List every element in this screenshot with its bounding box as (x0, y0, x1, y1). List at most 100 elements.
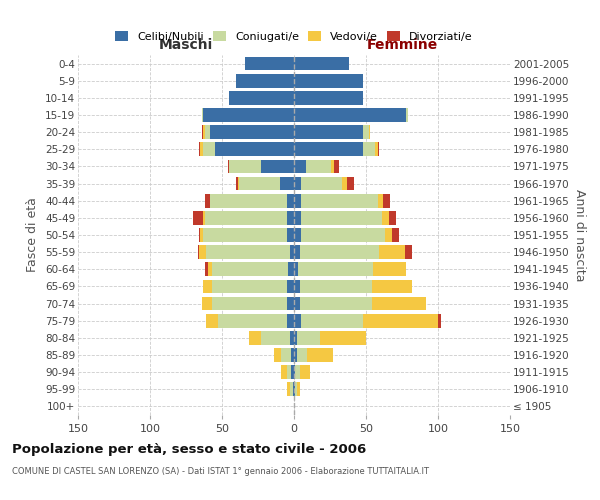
Bar (287, 314, 294, 328)
Bar (320, 331, 366, 344)
Bar (236, 176, 238, 190)
Bar (294, 211, 301, 224)
Bar (300, 280, 372, 293)
Bar (203, 142, 215, 156)
Bar (377, 142, 379, 156)
Bar (379, 246, 405, 259)
Bar (287, 228, 294, 242)
Bar (294, 56, 349, 70)
Bar (280, 176, 294, 190)
Bar (374, 142, 377, 156)
Bar (202, 296, 212, 310)
Bar (290, 246, 294, 259)
Bar (202, 126, 203, 139)
Bar (347, 176, 355, 190)
Bar (294, 348, 297, 362)
Bar (363, 126, 369, 139)
Bar (199, 228, 200, 242)
Bar (202, 108, 203, 122)
Bar (208, 262, 212, 276)
Bar (438, 314, 441, 328)
Bar (236, 74, 294, 88)
Bar (245, 56, 294, 70)
Bar (199, 142, 200, 156)
Bar (239, 176, 280, 190)
Bar (373, 262, 406, 276)
Bar (287, 366, 291, 379)
Bar (294, 246, 300, 259)
Bar (205, 194, 211, 207)
Bar (372, 296, 427, 310)
Bar (392, 228, 399, 242)
Bar (294, 296, 300, 310)
Bar (287, 296, 294, 310)
Bar (212, 296, 287, 310)
Bar (288, 262, 294, 276)
Bar (197, 246, 199, 259)
Bar (297, 331, 320, 344)
Bar (382, 211, 389, 224)
Bar (193, 211, 203, 224)
Bar (287, 211, 294, 224)
Bar (301, 314, 363, 328)
Bar (261, 160, 294, 173)
Bar (203, 280, 212, 293)
Bar (281, 348, 291, 362)
Bar (389, 211, 396, 224)
Bar (294, 280, 300, 293)
Bar (297, 348, 307, 362)
Bar (229, 160, 261, 173)
Bar (301, 211, 382, 224)
Bar (200, 228, 203, 242)
Bar (290, 331, 294, 344)
Bar (383, 194, 391, 207)
Bar (295, 382, 297, 396)
Bar (294, 262, 298, 276)
Bar (229, 91, 294, 104)
Bar (294, 314, 301, 328)
Bar (205, 262, 208, 276)
Bar (300, 246, 379, 259)
Bar (377, 194, 383, 207)
Bar (295, 366, 300, 379)
Bar (290, 382, 293, 396)
Bar (294, 91, 363, 104)
Bar (301, 194, 377, 207)
Legend: Celibi/Nubili, Coniugati/e, Vedovi/e, Divorziati/e: Celibi/Nubili, Coniugati/e, Vedovi/e, Di… (112, 28, 476, 46)
Bar (250, 331, 261, 344)
Bar (287, 382, 290, 396)
Bar (294, 366, 295, 379)
Bar (199, 246, 206, 259)
Bar (294, 108, 406, 122)
Bar (287, 194, 294, 207)
Bar (331, 160, 334, 173)
Bar (307, 348, 333, 362)
Bar (287, 280, 294, 293)
Bar (294, 176, 301, 190)
Bar (211, 126, 294, 139)
Bar (300, 366, 310, 379)
Bar (294, 142, 363, 156)
Text: COMUNE DI CASTEL SAN LORENZO (SA) - Dati ISTAT 1° gennaio 2006 - Elaborazione TU: COMUNE DI CASTEL SAN LORENZO (SA) - Dati… (12, 468, 429, 476)
Bar (363, 142, 374, 156)
Bar (205, 211, 287, 224)
Bar (212, 280, 287, 293)
Bar (206, 314, 218, 328)
Bar (385, 228, 392, 242)
Bar (228, 160, 229, 173)
Bar (218, 314, 287, 328)
Bar (205, 126, 211, 139)
Bar (215, 142, 294, 156)
Bar (291, 366, 294, 379)
Y-axis label: Anni di nascita: Anni di nascita (573, 188, 586, 281)
Bar (294, 194, 301, 207)
Bar (291, 348, 294, 362)
Bar (294, 74, 363, 88)
Bar (294, 228, 301, 242)
Bar (294, 126, 363, 139)
Bar (274, 348, 281, 362)
Bar (200, 142, 203, 156)
Bar (294, 382, 295, 396)
Text: Maschi: Maschi (159, 38, 213, 52)
Bar (203, 211, 205, 224)
